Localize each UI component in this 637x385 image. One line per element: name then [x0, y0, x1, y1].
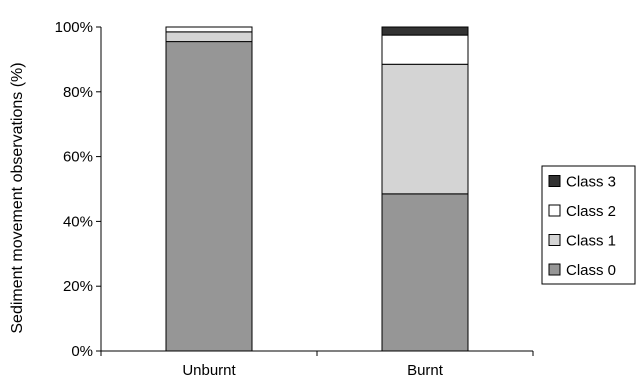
axes-group: Unburnt Burnt 0% 20% 40% 60% 80% 100%	[55, 19, 534, 379]
bar-unburnt-class-1	[165, 31, 253, 43]
legend-label-class-0: Class 0	[566, 262, 616, 279]
bar-burnt-class-1	[381, 63, 469, 195]
y-tick-label: 20%	[63, 278, 93, 295]
bar-unburnt-class-2	[165, 26, 253, 33]
x-tick-label-burnt: Burnt	[407, 362, 444, 379]
legend-swatch-class-1	[548, 234, 561, 246]
y-tick-label: 100%	[55, 19, 93, 36]
legend-swatch-class-0	[548, 263, 561, 276]
bars-group	[165, 26, 469, 352]
legend-swatch-class-2	[548, 204, 561, 217]
y-tick-label: 40%	[63, 213, 93, 230]
legend-label-class-3: Class 3	[566, 174, 616, 191]
legend: Class 3 Class 2 Class 1 Class 0	[541, 165, 636, 285]
y-tick-label: 0%	[71, 343, 93, 360]
bar-burnt-class-3	[381, 26, 469, 36]
y-axis-title: Sediment movement observations (%)	[9, 62, 26, 333]
bar-unburnt-class-0	[165, 41, 253, 352]
y-tick-label: 80%	[63, 84, 93, 101]
bar-burnt-class-2	[381, 34, 469, 65]
legend-label-class-1: Class 1	[566, 233, 616, 250]
bar-burnt-class-0	[381, 193, 469, 352]
legend-swatch-class-3	[548, 175, 561, 187]
legend-label-class-2: Class 2	[566, 203, 616, 220]
x-tick-label-unburnt: Unburnt	[182, 362, 236, 379]
y-tick-label: 60%	[63, 149, 93, 166]
